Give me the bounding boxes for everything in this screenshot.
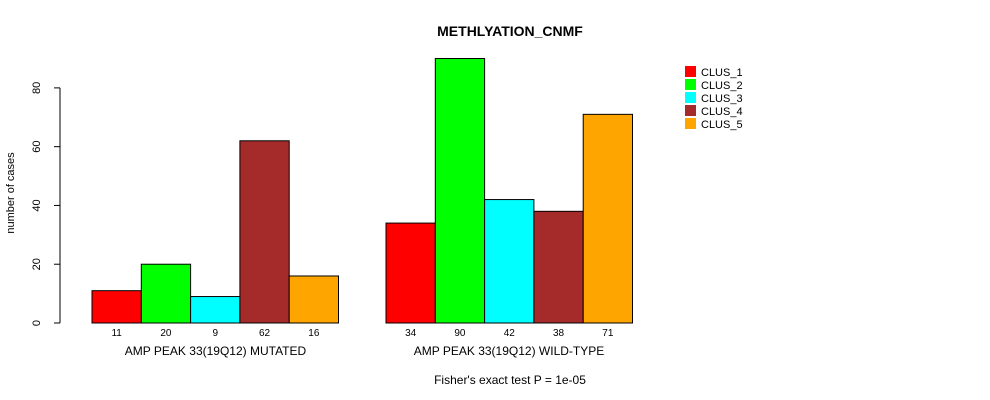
- bar-value-label: 16: [308, 328, 320, 339]
- bar-clus-4: [533, 210, 584, 324]
- bar-labels: 11 20 9 62 16 34 90 42 38 71: [111, 328, 613, 339]
- legend-swatch: [685, 118, 696, 129]
- y-tick-label: 40: [31, 199, 43, 211]
- bar-clus-1: [385, 222, 436, 324]
- bar-clus-5: [288, 275, 340, 324]
- legend-label: CLUS_4: [701, 106, 743, 118]
- bar-value-label: 34: [405, 328, 417, 339]
- y-axis-label: number of cases: [5, 152, 17, 234]
- bar-clus-4: [239, 140, 290, 324]
- y-tick-label: 60: [31, 141, 43, 153]
- bar-clus-5: [582, 113, 634, 324]
- bar-value-label: 42: [504, 328, 516, 339]
- bar-clus-1: [91, 290, 142, 324]
- x-category-label: AMP PEAK 33(19Q12) WILD-TYPE: [414, 344, 605, 358]
- y-axis: 0 20 40 60 80: [31, 82, 61, 326]
- legend-swatch: [685, 92, 696, 103]
- legend-label: CLUS_2: [701, 80, 743, 92]
- chart-title: METHLYATION_CNMF: [437, 23, 583, 39]
- bar-clus-3: [484, 199, 535, 324]
- bar-value-label: 90: [454, 328, 466, 339]
- bar-value-label: 20: [160, 328, 172, 339]
- bar-clus-2: [140, 263, 192, 324]
- legend-label: CLUS_1: [701, 67, 743, 79]
- bar-value-label: 71: [602, 328, 614, 339]
- x-axis-label: Fisher's exact test P = 1e-05: [434, 373, 586, 387]
- bar-value-label: 62: [259, 328, 271, 339]
- legend-swatch: [685, 66, 696, 77]
- bar-value-label: 38: [553, 328, 565, 339]
- legend-swatch: [685, 105, 696, 116]
- bar-value-label: 11: [111, 328, 122, 339]
- y-tick-label: 20: [31, 258, 43, 270]
- group-labels: AMP PEAK 33(19Q12) MUTATED AMP PEAK 33(19…: [125, 344, 604, 358]
- bar-value-label: 9: [212, 328, 218, 339]
- legend-label: CLUS_3: [701, 93, 743, 105]
- bars: [91, 58, 634, 324]
- bar-clus-3: [190, 296, 241, 324]
- y-tick-label: 0: [31, 320, 43, 326]
- x-category-label: AMP PEAK 33(19Q12) MUTATED: [125, 344, 307, 358]
- bar-clus-2: [434, 58, 486, 324]
- legend-swatch: [685, 79, 696, 90]
- y-tick-label: 80: [31, 82, 43, 94]
- legend-label: CLUS_5: [701, 119, 743, 131]
